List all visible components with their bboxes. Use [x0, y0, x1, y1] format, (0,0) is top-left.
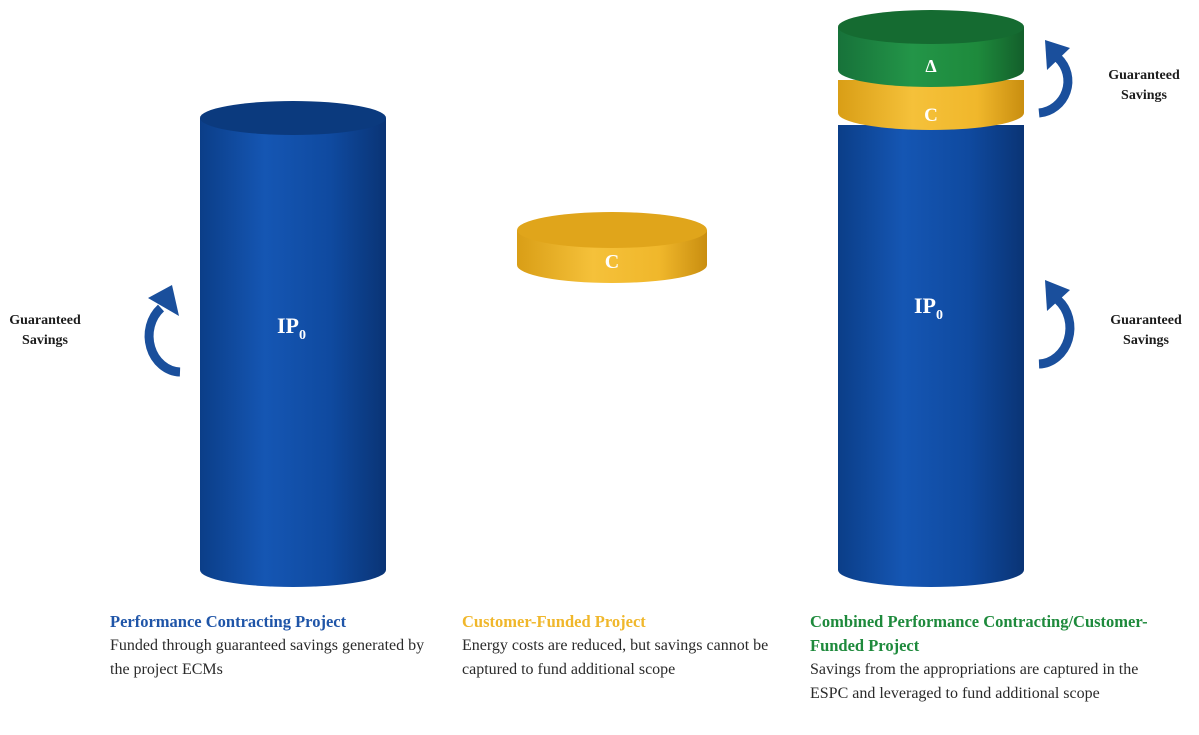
guaranteed-savings-label-left: Guaranteed Savings: [4, 311, 86, 351]
label-line-2: Savings: [22, 333, 68, 348]
disc-top: [517, 212, 707, 248]
caption-title: Customer-Funded Project: [462, 612, 646, 631]
caption-title: Performance Contracting Project: [110, 612, 347, 631]
label-line-1: Guaranteed: [9, 313, 81, 328]
caption-customer-funded: Customer-Funded Project Energy costs are…: [462, 610, 772, 682]
band-label-delta: Δ: [925, 56, 936, 76]
disc-label-c: C: [605, 251, 619, 273]
cylinder-combined: Δ C IP0: [838, 10, 1024, 587]
curved-arrow-right-lower-icon: [1038, 280, 1075, 369]
cylinder-label-ip0: IP0: [914, 293, 943, 323]
caption-description: Energy costs are reduced, but savings ca…: [462, 637, 769, 678]
band-label-c: C: [924, 105, 938, 126]
cylinder-label-ip0: IP0: [277, 313, 306, 343]
curved-arrow-left-icon: [144, 285, 181, 377]
label-line-2: Savings: [1121, 88, 1167, 103]
guaranteed-savings-label-right-upper: Guaranteed Savings: [1094, 66, 1194, 106]
cylinder-top: [200, 101, 386, 135]
label-line-2: Savings: [1123, 333, 1169, 348]
caption-description: Savings from the appropriations are capt…: [810, 661, 1139, 702]
guaranteed-savings-label-right-lower: Guaranteed Savings: [1094, 311, 1198, 351]
disc-customer-funded: C: [517, 212, 707, 283]
curved-arrow-right-upper-icon: [1038, 40, 1073, 118]
caption-description: Funded through guaranteed savings genera…: [110, 637, 425, 678]
caption-title: Combined Performance Contracting/Custome…: [810, 612, 1148, 655]
caption-performance-contracting: Performance Contracting Project Funded t…: [110, 610, 440, 682]
cylinder-performance-contracting: IP0: [200, 101, 386, 587]
cylinder-body: [200, 118, 386, 587]
band-gold: [838, 80, 1024, 130]
cylinder-body: [838, 125, 1024, 587]
caption-combined: Combined Performance Contracting/Custome…: [810, 610, 1180, 706]
label-line-1: Guaranteed: [1108, 68, 1180, 83]
label-line-1: Guaranteed: [1110, 313, 1182, 328]
cylinder-top: [838, 10, 1024, 44]
band-green: [838, 27, 1024, 87]
